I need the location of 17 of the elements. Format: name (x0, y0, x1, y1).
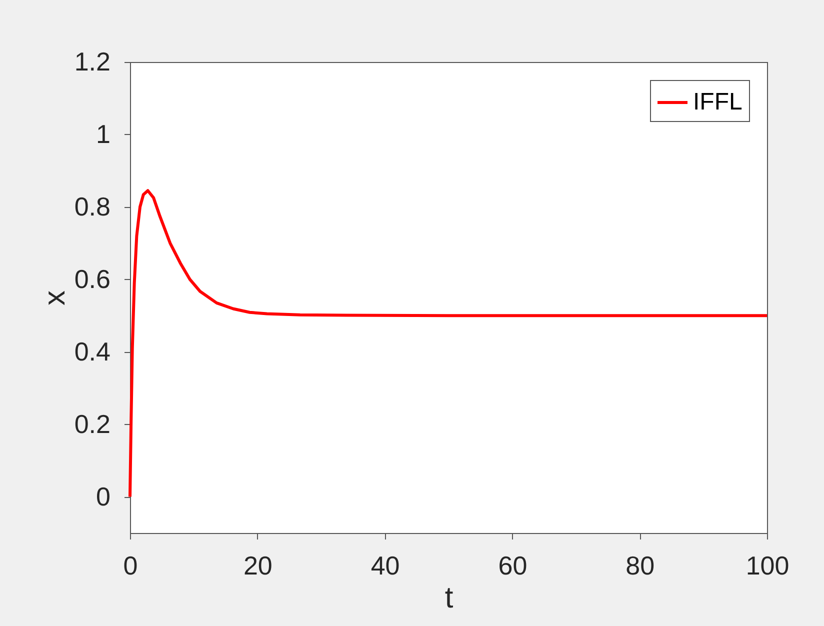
x-axis-title: t (444, 582, 454, 614)
x-tick-label: 40 (370, 550, 400, 580)
x-tick-label: 0 (123, 550, 138, 580)
legend-label: IFFL (693, 88, 742, 116)
y-tick-label: 0.6 (74, 264, 110, 294)
y-tick-label: 0.8 (74, 191, 110, 222)
y-axis-title: x (38, 290, 72, 306)
line-series (128, 189, 768, 498)
x-tick-label: 20 (243, 550, 272, 580)
y-tick-label: 0.2 (74, 408, 110, 439)
y-tick-label: 0.4 (74, 336, 110, 366)
x-tick-label: 60 (498, 550, 528, 580)
x-tick-label: 80 (626, 550, 655, 580)
y-tick-label: 0 (96, 481, 110, 512)
y-tick-label: 1 (96, 118, 110, 149)
y-tick-label: 1.2 (74, 46, 110, 76)
x-tick-label: 100 (746, 550, 790, 580)
